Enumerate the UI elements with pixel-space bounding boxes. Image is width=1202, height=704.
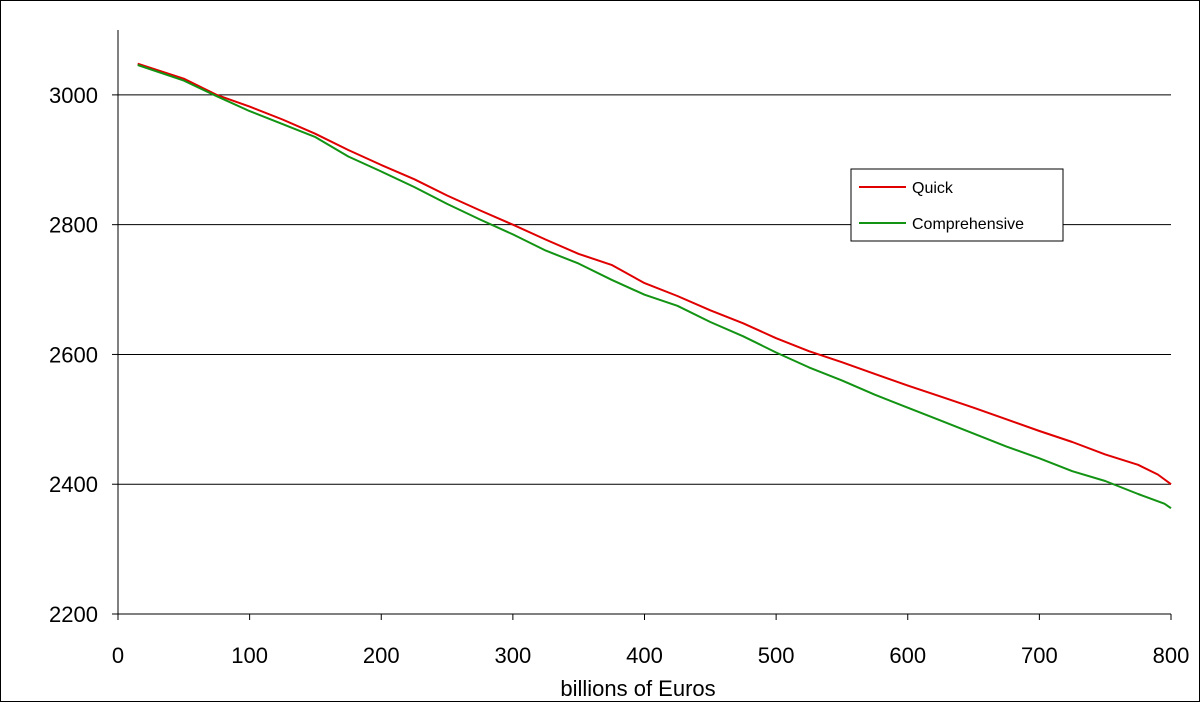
x-tick-label: 300 xyxy=(495,643,532,668)
tick-labels: 2200 2400 2600 2800 3000 0 100 200 300 400 500 600 7… xyxy=(49,83,1189,668)
axes xyxy=(112,30,1172,620)
series-line-quick xyxy=(137,62,1172,486)
y-tick-label: 2800 xyxy=(49,213,98,238)
legend-box xyxy=(850,168,1064,242)
x-axis-title: billions of Euros xyxy=(560,676,715,701)
x-tick-label: 100 xyxy=(231,643,268,668)
x-tick-label: 600 xyxy=(889,643,926,668)
y-tick-label: 3000 xyxy=(49,83,98,108)
series-line-comprehensive xyxy=(137,64,1172,510)
x-tick-label: 800 xyxy=(1153,643,1190,668)
x-tick-label: 700 xyxy=(1021,643,1058,668)
x-tick-label: 500 xyxy=(758,643,795,668)
series-lines xyxy=(137,62,1172,510)
x-tick-label: 200 xyxy=(363,643,400,668)
y-tick-label: 2400 xyxy=(49,472,98,497)
legend-label-quick: Quick xyxy=(912,180,954,197)
y-tick-label: 2600 xyxy=(49,342,98,367)
legend: Quick Comprehensive xyxy=(850,168,1064,242)
legend-label-comprehensive: Comprehensive xyxy=(912,216,1024,233)
y-tick-label: 2200 xyxy=(49,602,98,627)
x-tick-label: 0 xyxy=(112,643,124,668)
x-tick-label: 400 xyxy=(626,643,663,668)
